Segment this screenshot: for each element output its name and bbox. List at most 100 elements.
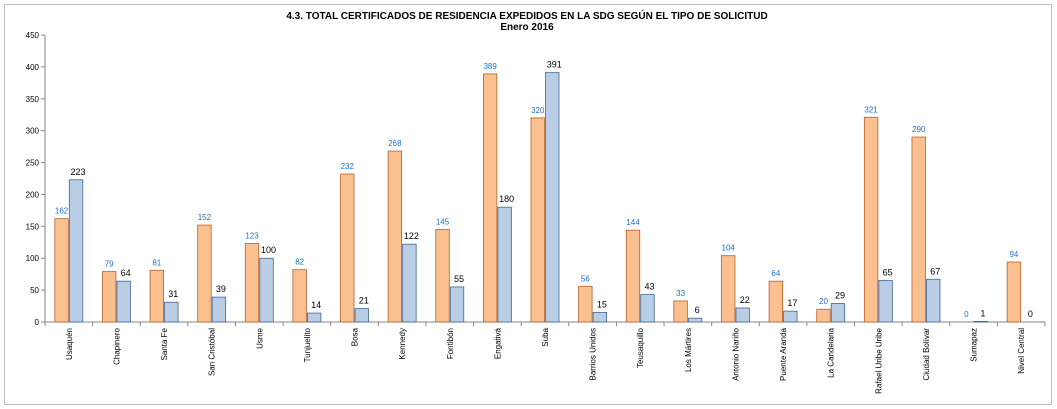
data-label-series-a: 123 [245, 232, 259, 241]
bar-series-b [259, 257, 274, 323]
data-label-series-b: 1 [980, 308, 985, 318]
category-label: Sumapaz [970, 328, 979, 362]
category-label: Bosa [351, 327, 360, 346]
data-label-series-a: 94 [1009, 250, 1018, 259]
bar-series-a [292, 269, 307, 323]
bar-series-b [211, 296, 227, 323]
category-label: Antonio Nariño [731, 327, 740, 380]
data-label-series-a: 104 [722, 244, 736, 253]
bar-series-a [102, 271, 117, 323]
data-label-series-b: 122 [404, 231, 419, 241]
bar-series-a [149, 269, 164, 323]
bar-series-b [164, 301, 179, 323]
chart-frame: 4.3. TOTAL CERTIFICADOS DE RESIDENCIA EX… [4, 4, 1052, 405]
bar-series-a [625, 229, 641, 323]
data-label-series-a: 82 [295, 258, 304, 267]
bar-series-a [1006, 261, 1022, 323]
category-label: Suba [541, 327, 550, 346]
bar-series-b [449, 286, 465, 323]
data-label-series-b: 55 [454, 274, 464, 284]
bar-series-b [640, 294, 655, 323]
bar-series-b [926, 278, 941, 323]
bar-series-a [816, 308, 831, 323]
bar-series-b [783, 310, 798, 323]
bar-series-b [830, 303, 846, 323]
y-tick-label: 400 [26, 63, 40, 72]
bar-series-a [340, 173, 355, 323]
y-tick-label: 50 [30, 286, 39, 295]
data-label-series-a: 232 [341, 162, 355, 171]
data-label-series-b: 223 [71, 167, 86, 177]
data-label-series-a: 33 [676, 289, 685, 298]
data-label-series-b: 31 [168, 289, 178, 299]
category-label: Nivel Central [1017, 328, 1026, 374]
bar-series-b [545, 72, 560, 323]
bar-series-a [387, 150, 403, 323]
y-tick-label: 100 [26, 254, 40, 263]
data-label-series-b: 39 [216, 284, 226, 294]
data-label-series-a: 56 [581, 274, 590, 283]
data-label-series-b: 22 [740, 295, 750, 305]
data-label-series-a: 389 [483, 62, 497, 71]
data-labels: 1622237964813115239123100821423221268122… [55, 60, 1033, 319]
y-tick-label: 300 [26, 127, 40, 136]
category-label: Barrios Unidos [589, 328, 598, 380]
chart-subtitle: Enero 2016 [500, 22, 554, 33]
category-label: Usaquén [65, 328, 74, 360]
category-label: Santa Fe [160, 327, 169, 360]
category-label: Los Mártires [684, 328, 693, 372]
bar-series-b [402, 243, 417, 323]
bar-series-b [116, 280, 131, 323]
data-label-series-b: 6 [695, 305, 700, 315]
y-tick-label: 0 [35, 318, 40, 327]
category-label: Fontibón [446, 328, 455, 359]
bar-series-b [878, 280, 893, 323]
y-tick-label: 250 [26, 159, 40, 168]
category-label: Engativá [493, 327, 502, 359]
data-label-series-b: 43 [644, 282, 654, 292]
data-label-series-b: 65 [883, 268, 893, 278]
bar-series-b [735, 307, 750, 323]
data-label-series-a: 144 [626, 218, 640, 227]
bars [54, 72, 1022, 323]
data-label-series-b: 180 [499, 194, 514, 204]
bar-series-a [197, 224, 212, 323]
data-label-series-b: 15 [597, 299, 607, 309]
bar-series-a [768, 280, 783, 323]
bar-series-b [354, 308, 369, 323]
data-label-series-b: 100 [261, 245, 276, 255]
data-label-series-a: 162 [55, 207, 69, 216]
x-axis: Usaquén Chapinero Santa Fe San Cristóbal Usm… [44, 321, 1046, 394]
y-tick-label: 450 [26, 31, 40, 40]
data-label-series-b: 391 [547, 60, 562, 70]
bar-series-a [911, 136, 926, 323]
bar-series-a [244, 243, 260, 323]
category-label: Tunjuelito [303, 327, 312, 362]
data-label-series-b: 67 [930, 266, 940, 276]
y-tick-label: 350 [26, 95, 40, 104]
bar-series-a [54, 218, 69, 323]
data-label-series-a: 20 [819, 297, 828, 306]
data-label-series-b: 29 [835, 291, 845, 301]
bar-series-a [530, 117, 545, 323]
category-label: San Cristóbal [208, 328, 217, 376]
category-label: Usme [255, 327, 264, 348]
data-label-series-a: 145 [436, 218, 450, 227]
category-label: Rafael Uribe Uribe [874, 327, 883, 393]
bar-series-a [673, 300, 688, 323]
data-label-series-b: 0 [1028, 309, 1033, 319]
category-label: La Candelaria [827, 327, 836, 377]
data-label-series-a: 64 [771, 269, 780, 278]
bar-series-a [482, 73, 498, 323]
data-label-series-b: 64 [121, 268, 131, 278]
bar-series-b [497, 206, 512, 323]
category-label: Kennedy [398, 328, 407, 360]
data-label-series-a: 0 [964, 310, 969, 319]
y-tick-label: 150 [26, 222, 40, 231]
bar-series-b [307, 312, 322, 323]
data-label-series-b: 14 [311, 300, 321, 310]
bar-chart: 4.3. TOTAL CERTIFICADOS DE RESIDENCIA EX… [26, 9, 1046, 394]
bar-series-a [721, 255, 736, 323]
bar-series-a [578, 285, 593, 323]
category-label: Puente Aranda [779, 327, 788, 380]
